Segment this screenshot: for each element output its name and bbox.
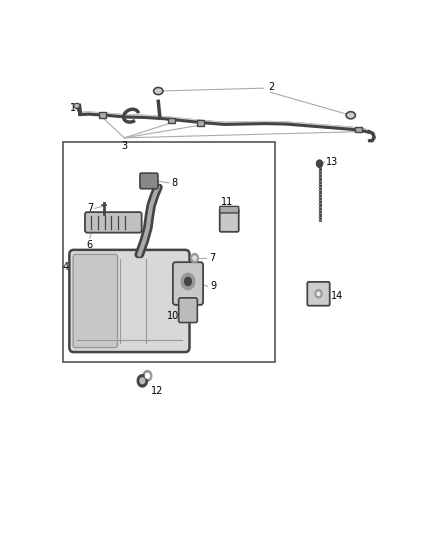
- Text: 13: 13: [326, 157, 339, 167]
- FancyBboxPatch shape: [85, 212, 141, 232]
- Text: 14: 14: [332, 291, 344, 301]
- Circle shape: [317, 292, 320, 295]
- FancyBboxPatch shape: [355, 127, 362, 133]
- Circle shape: [315, 290, 322, 298]
- FancyBboxPatch shape: [197, 120, 204, 126]
- Circle shape: [140, 378, 145, 384]
- Text: 12: 12: [151, 386, 163, 396]
- Circle shape: [193, 256, 196, 260]
- Circle shape: [181, 273, 195, 290]
- Circle shape: [137, 375, 148, 387]
- Ellipse shape: [74, 103, 80, 108]
- Circle shape: [184, 277, 191, 286]
- Text: 1: 1: [71, 103, 77, 113]
- Bar: [63, 142, 276, 361]
- FancyBboxPatch shape: [73, 254, 117, 348]
- Ellipse shape: [154, 87, 163, 95]
- Ellipse shape: [346, 111, 356, 119]
- Text: 4: 4: [62, 262, 68, 272]
- Circle shape: [191, 254, 198, 263]
- Text: 7: 7: [209, 253, 215, 263]
- FancyBboxPatch shape: [179, 298, 197, 322]
- Circle shape: [317, 160, 322, 167]
- FancyBboxPatch shape: [220, 206, 239, 213]
- Ellipse shape: [155, 89, 161, 93]
- Ellipse shape: [75, 104, 78, 107]
- Text: 2: 2: [268, 83, 275, 92]
- FancyBboxPatch shape: [173, 262, 203, 305]
- Circle shape: [145, 374, 149, 378]
- Text: 3: 3: [121, 141, 127, 151]
- FancyBboxPatch shape: [99, 112, 106, 118]
- Text: 6: 6: [87, 240, 93, 251]
- Text: 7: 7: [88, 204, 94, 213]
- Text: 11: 11: [221, 197, 233, 207]
- Text: 10: 10: [167, 311, 179, 320]
- Circle shape: [143, 370, 152, 381]
- Text: 8: 8: [172, 178, 178, 188]
- FancyBboxPatch shape: [169, 118, 175, 124]
- FancyBboxPatch shape: [140, 173, 158, 189]
- FancyBboxPatch shape: [220, 209, 239, 232]
- FancyBboxPatch shape: [307, 282, 330, 306]
- Ellipse shape: [348, 113, 354, 117]
- FancyBboxPatch shape: [69, 250, 190, 352]
- Text: 9: 9: [210, 281, 216, 292]
